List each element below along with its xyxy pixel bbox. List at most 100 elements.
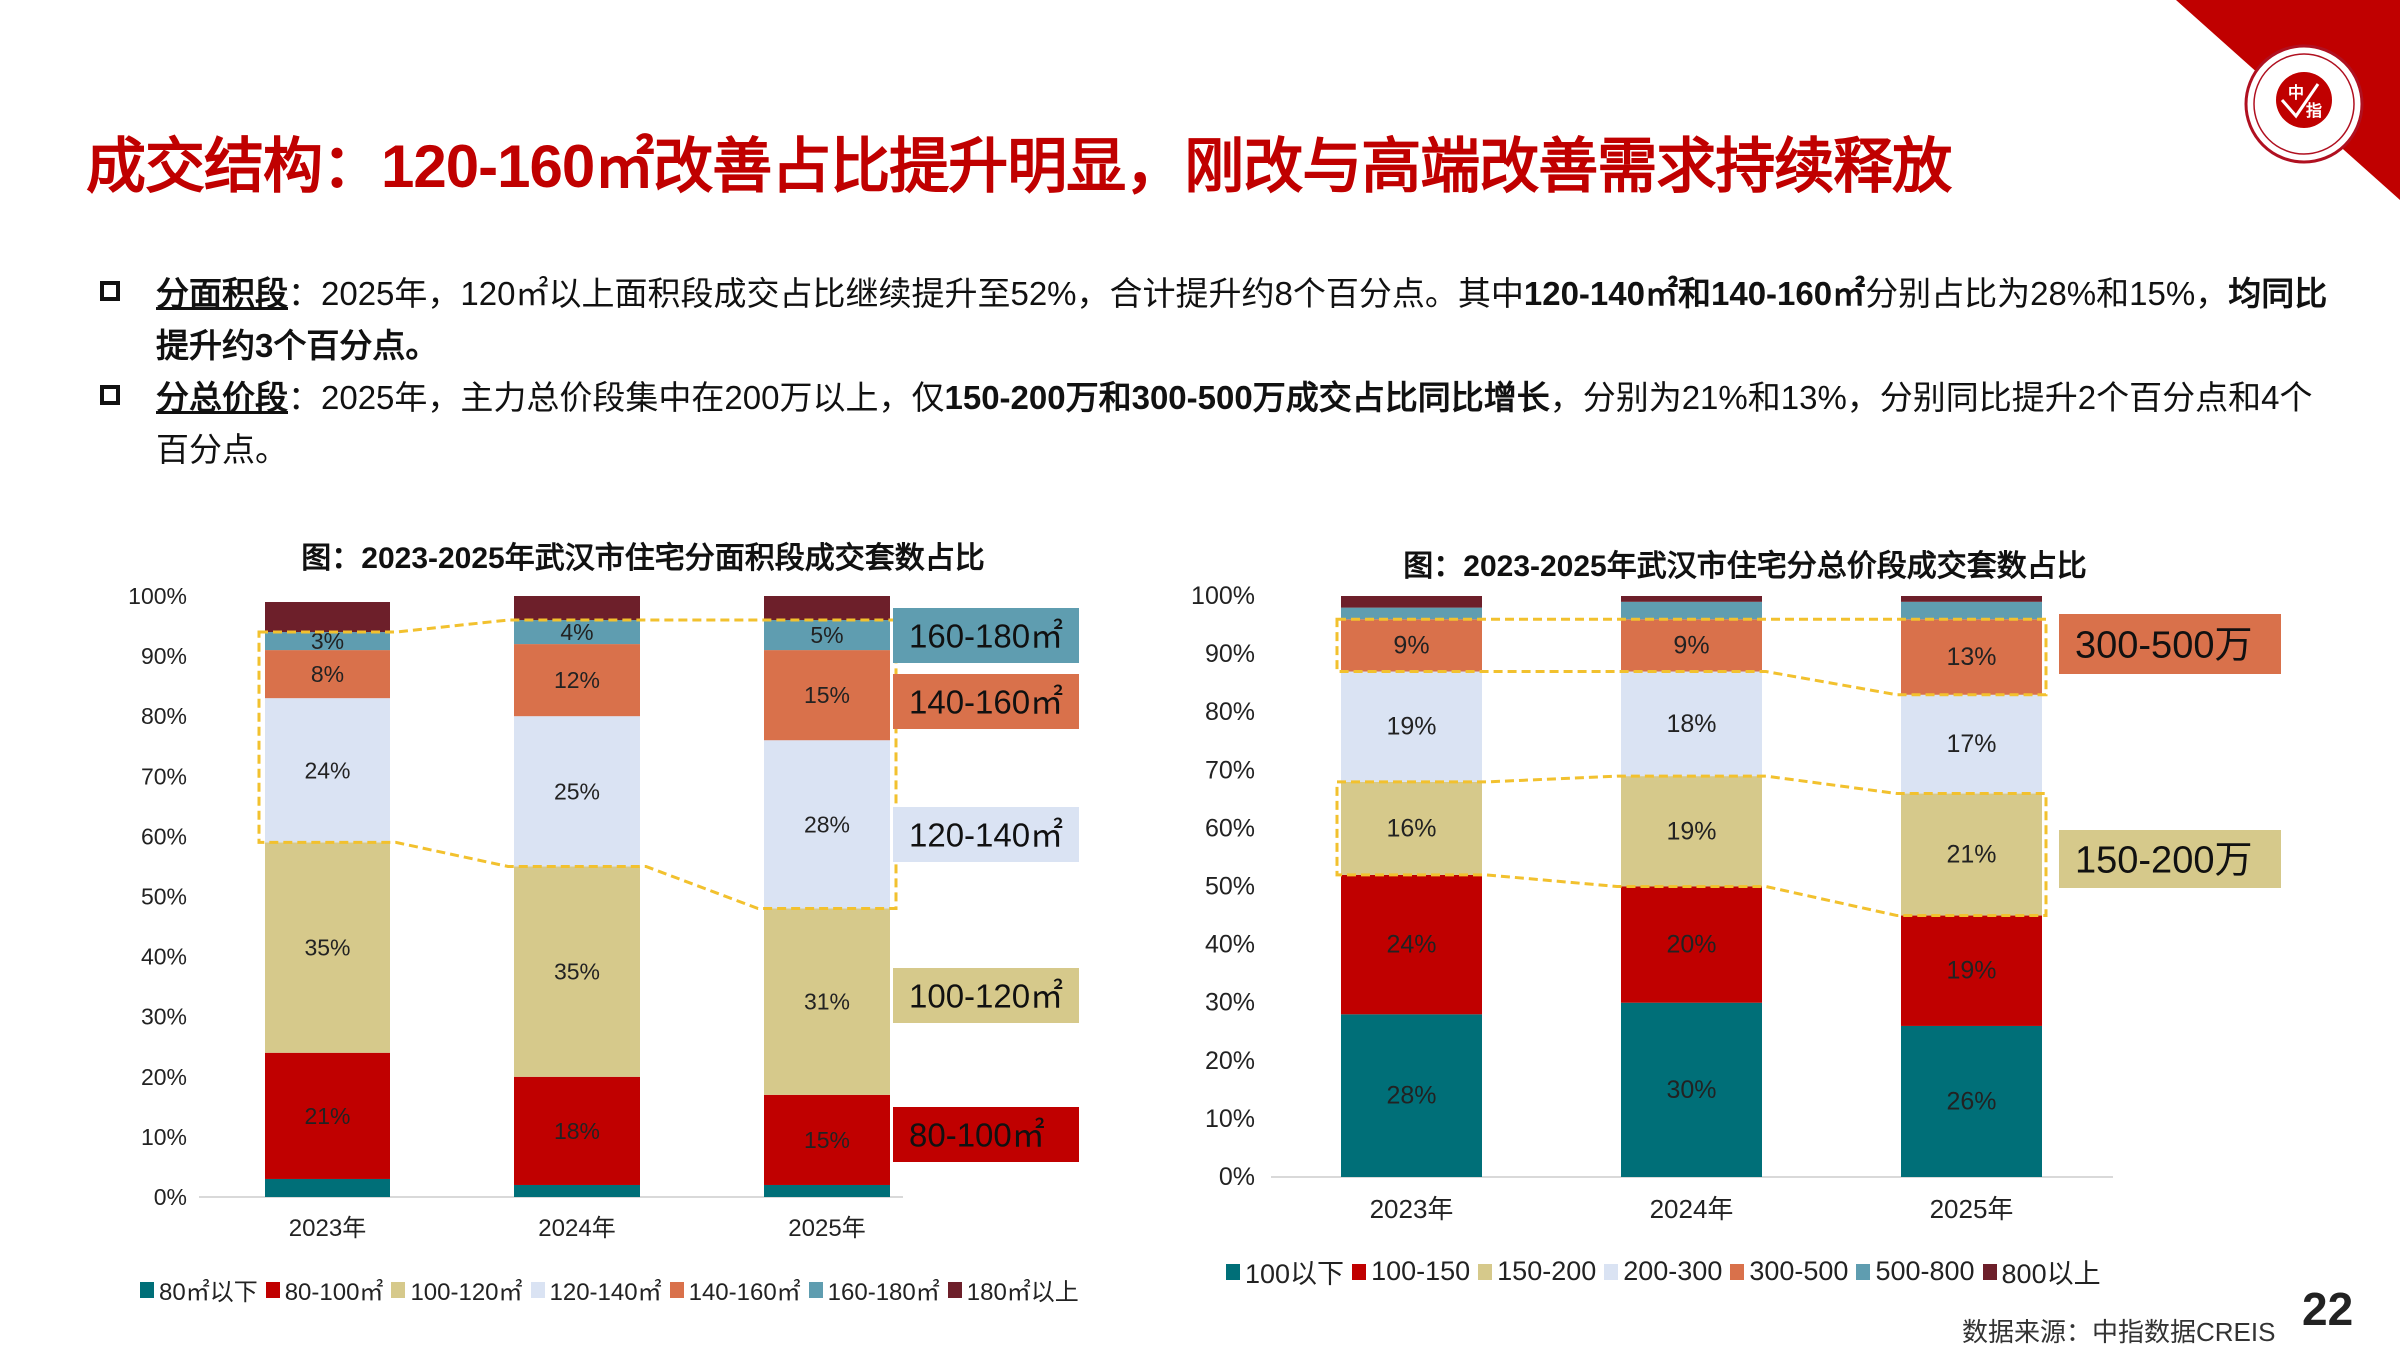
legend-label: 100-150: [1371, 1256, 1471, 1286]
x-tick-label: 2023年: [1370, 1194, 1454, 1224]
legend-label: 120-140㎡: [549, 1279, 662, 1306]
data-label: 35%: [304, 935, 350, 961]
callout-label: 160-180㎡: [909, 617, 1063, 654]
bar-segment: [514, 1184, 640, 1197]
data-label: 19%: [1946, 957, 1996, 985]
bullet-text-price: 分总价段：2025年，主力总价段集中在200万以上，仅150-200万和300-…: [156, 372, 2340, 476]
callout-box: [893, 968, 1079, 1023]
bar-segment: [1901, 601, 2042, 620]
callout-label: 140-160㎡: [909, 683, 1063, 720]
data-label: 31%: [804, 989, 850, 1015]
y-tick-label: 60%: [141, 823, 187, 849]
bullet-text-part: 120-140㎡和140-160㎡: [1523, 275, 1866, 312]
legend-item: 100-120㎡: [391, 1272, 523, 1307]
legend-swatch: [530, 1281, 545, 1298]
bar-segment: [265, 698, 390, 843]
bar-segment: [1341, 607, 1482, 620]
data-label: 4%: [560, 619, 593, 645]
legend-swatch: [140, 1281, 154, 1298]
legend-swatch: [669, 1281, 684, 1298]
callout-box: [893, 807, 1079, 862]
legend-label: 200-300: [1623, 1256, 1723, 1286]
page-title: 成交结构：120-160㎡改善占比提升明显，刚改与高端改善需求持续释放: [86, 133, 1952, 200]
bar-segment: [265, 650, 390, 699]
y-tick-label: 80%: [141, 703, 187, 729]
bar-segment: [1901, 619, 2042, 695]
data-label: 21%: [1946, 841, 1996, 869]
bar-segment: [764, 1184, 890, 1197]
y-tick-label: 40%: [141, 944, 187, 970]
bullet-text-part: 均同比提升约3个百分点。: [156, 275, 2328, 364]
data-label: 35%: [554, 959, 600, 985]
legend-item: 80-100㎡: [265, 1272, 383, 1307]
legend-swatch: [1982, 1263, 1997, 1280]
bullet-key: 分总价段: [156, 379, 288, 416]
bar-segment: [764, 1094, 890, 1185]
y-tick-label: 0%: [1219, 1163, 1255, 1191]
bar-segment: [265, 1052, 390, 1179]
bar-segment: [514, 620, 640, 645]
legend-swatch: [947, 1281, 962, 1298]
bar-segment: [1341, 1014, 1482, 1177]
x-tick-label: 2023年: [289, 1215, 366, 1242]
bullet-text-part: 分别占比为28%和15%，: [1865, 275, 2229, 312]
legend-label: 80㎡以下: [159, 1279, 258, 1306]
callout-box: [893, 674, 1079, 729]
bar-segment: [514, 716, 640, 867]
y-tick-label: 70%: [141, 763, 187, 789]
bar-segment: [764, 620, 890, 651]
bullet-text-part: ：2025年，120㎡以上面积段成交占比继续提升至52%，合计提升约8个百分点。…: [288, 275, 1524, 312]
legend-swatch: [1730, 1263, 1745, 1280]
bar-segment: [1621, 671, 1762, 777]
bar-segment: [1621, 596, 1762, 602]
bar-segment: [764, 740, 890, 909]
highlight-dashed-outline: [1335, 617, 2048, 697]
callout-box: [893, 608, 1079, 663]
legend-item: 800以上: [1982, 1252, 2101, 1291]
legend-label: 300-500: [1749, 1256, 1849, 1286]
bar-segment: [265, 602, 390, 633]
data-label: 25%: [554, 778, 600, 804]
callout-label: 120-140㎡: [909, 816, 1063, 853]
legend-label: 160-180㎡: [827, 1279, 940, 1306]
x-tick-label: 2024年: [538, 1215, 615, 1242]
bar-segment: [1901, 694, 2042, 794]
y-tick-label: 30%: [141, 1004, 187, 1030]
data-label: 24%: [1386, 931, 1436, 959]
data-label: 15%: [804, 1127, 850, 1153]
bullet-key: 分面积段: [156, 275, 288, 312]
bar-segment: [265, 632, 390, 651]
legend-label: 100以下: [1245, 1259, 1345, 1289]
legend-item: 80㎡以下: [140, 1272, 258, 1307]
y-tick-label: 10%: [1205, 1105, 1255, 1133]
legend-item: 140-160㎡: [669, 1272, 801, 1307]
bar-segment: [1901, 915, 2042, 1026]
callout-label: 80-100㎡: [909, 1116, 1045, 1153]
data-label: 9%: [1393, 631, 1429, 659]
data-source: 数据来源：中指数据CREIS: [1962, 1317, 2276, 1347]
bar-segment: [764, 596, 890, 621]
data-label: 20%: [1666, 931, 1716, 959]
checkbox-square-icon: [100, 385, 120, 405]
legend-item: 200-300: [1604, 1256, 1722, 1287]
legend-item: 100-150: [1352, 1256, 1470, 1287]
legend-item: 150-200: [1478, 1256, 1596, 1287]
data-label: 28%: [1386, 1082, 1436, 1110]
legend-label: 140-160㎡: [688, 1279, 801, 1306]
y-tick-label: 90%: [141, 643, 187, 669]
data-label: 24%: [304, 757, 350, 783]
bullet-text-part: ：2025年，主力总价段集中在200万以上，仅: [288, 379, 945, 416]
y-tick-label: 100%: [1191, 582, 1255, 610]
bullet-price: 分总价段：2025年，主力总价段集中在200万以上，仅150-200万和300-…: [100, 372, 2340, 476]
data-label: 18%: [554, 1118, 600, 1144]
legend-swatch: [1856, 1263, 1871, 1280]
bar-segment: [1341, 671, 1482, 782]
legend-label: 800以上: [2001, 1259, 2101, 1289]
x-tick-label: 2025年: [1930, 1194, 2014, 1224]
callout-box: [2059, 614, 2281, 674]
data-label: 30%: [1666, 1076, 1716, 1104]
callout-box: [893, 1107, 1079, 1162]
chart-legend: 100以下 100-150 150-200 200-300 300-500 500-800…: [1226, 1252, 2109, 1291]
legend-swatch: [1478, 1263, 1493, 1280]
